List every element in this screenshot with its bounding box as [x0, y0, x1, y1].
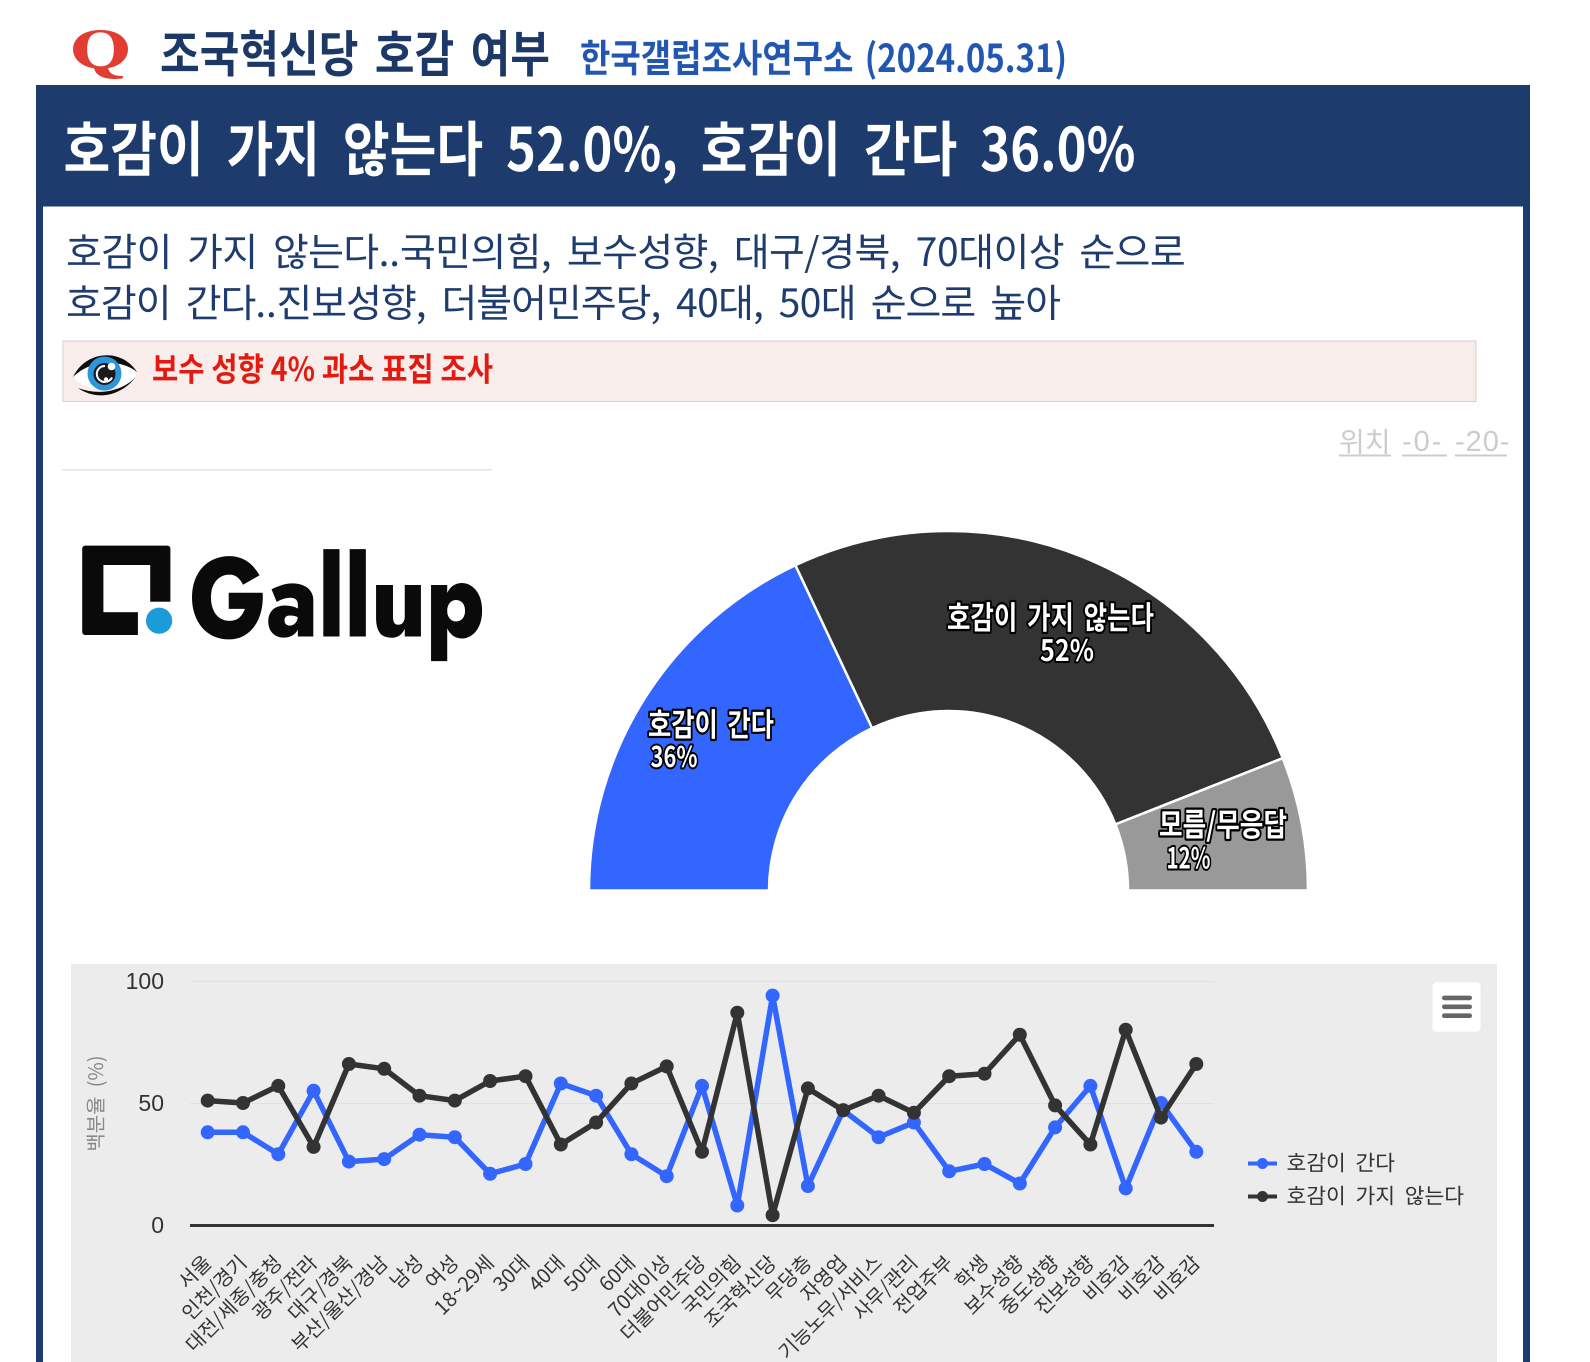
svg-text:100: 100: [126, 968, 164, 994]
svg-text:-20-: -20-: [1455, 426, 1511, 458]
svg-text:0: 0: [151, 1212, 164, 1238]
svg-text:50: 50: [138, 1090, 164, 1116]
svg-text:-0-: -0-: [1402, 426, 1443, 458]
